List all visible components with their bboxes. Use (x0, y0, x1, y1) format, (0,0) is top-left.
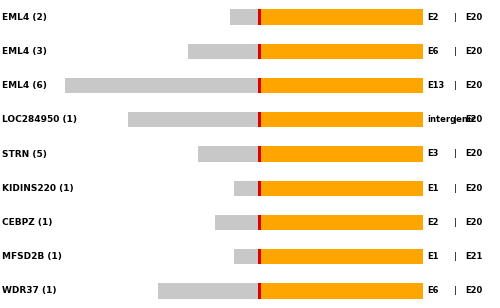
Bar (215, 215, 258, 230)
Text: E21: E21 (465, 252, 482, 261)
Text: E20: E20 (465, 184, 482, 193)
Text: E13: E13 (428, 81, 445, 90)
Text: E20: E20 (465, 286, 482, 295)
Bar (261, 180, 422, 196)
Text: E20: E20 (465, 218, 482, 227)
Bar (258, 283, 261, 298)
Text: MFSD2B (1): MFSD2B (1) (2, 252, 62, 261)
Bar (258, 78, 261, 93)
Bar (234, 180, 258, 196)
Text: |: | (454, 149, 456, 159)
Text: E2: E2 (428, 13, 439, 22)
Text: E20: E20 (465, 115, 482, 124)
Bar (261, 249, 422, 264)
Text: intergenic: intergenic (428, 115, 476, 124)
Text: EML4 (6): EML4 (6) (2, 81, 48, 90)
Bar (258, 112, 261, 128)
Bar (188, 44, 258, 59)
Text: E6: E6 (428, 47, 439, 56)
Text: E20: E20 (465, 47, 482, 56)
Bar (261, 44, 422, 59)
Text: KIDINS220 (1): KIDINS220 (1) (2, 184, 74, 193)
Text: |: | (454, 286, 456, 295)
Text: E2: E2 (428, 218, 439, 227)
Text: |: | (454, 13, 456, 22)
Text: |: | (454, 81, 456, 90)
Bar (230, 10, 258, 25)
Bar (258, 249, 261, 264)
Text: E3: E3 (428, 149, 439, 159)
Bar (128, 112, 258, 128)
Text: CEBPZ (1): CEBPZ (1) (2, 218, 53, 227)
Bar (158, 283, 258, 298)
Text: E1: E1 (428, 252, 439, 261)
Bar (258, 10, 261, 25)
Text: |: | (454, 184, 456, 193)
Bar (198, 146, 258, 162)
Bar (261, 78, 422, 93)
Text: EML4 (3): EML4 (3) (2, 47, 48, 56)
Text: E20: E20 (465, 149, 482, 159)
Text: LOC284950 (1): LOC284950 (1) (2, 115, 78, 124)
Bar (258, 180, 261, 196)
Text: STRN (5): STRN (5) (2, 149, 48, 159)
Bar (261, 215, 422, 230)
Text: |: | (454, 218, 456, 227)
Bar (234, 249, 258, 264)
Text: WDR37 (1): WDR37 (1) (2, 286, 57, 295)
Text: EML4 (2): EML4 (2) (2, 13, 48, 22)
Text: E20: E20 (465, 13, 482, 22)
Bar (258, 44, 261, 59)
Text: E1: E1 (428, 184, 439, 193)
Bar (258, 215, 261, 230)
Text: |: | (454, 115, 456, 124)
Bar (65, 78, 258, 93)
Text: |: | (454, 252, 456, 261)
Text: |: | (454, 47, 456, 56)
Bar (261, 283, 422, 298)
Text: E20: E20 (465, 81, 482, 90)
Bar (261, 146, 422, 162)
Text: E6: E6 (428, 286, 439, 295)
Bar (261, 10, 422, 25)
Bar (261, 112, 422, 128)
Bar (258, 146, 261, 162)
